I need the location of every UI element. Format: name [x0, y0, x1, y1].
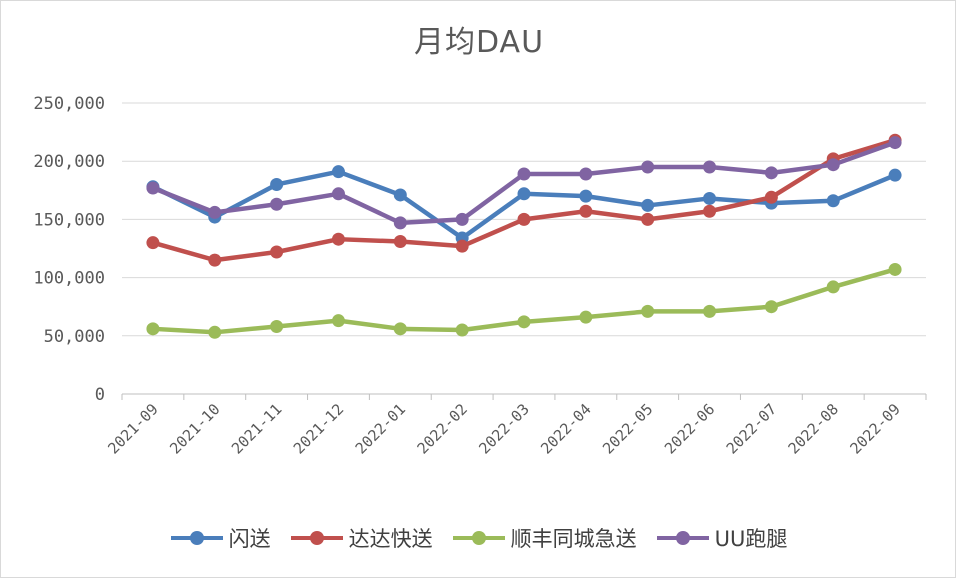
data-point [146, 181, 160, 195]
data-point [393, 322, 407, 336]
legend-swatch [170, 531, 223, 545]
data-point [517, 212, 531, 226]
data-point [331, 165, 345, 179]
data-point [764, 300, 778, 314]
x-tick-label: 2022-08 [785, 400, 842, 457]
x-tick-label: 2021-12 [290, 400, 347, 457]
data-point [764, 190, 778, 204]
y-tick-label: 150,000 [33, 210, 105, 230]
x-tick-label: 2022-04 [537, 400, 594, 457]
y-tick-label: 100,000 [33, 269, 105, 289]
data-point [517, 187, 531, 201]
data-point [208, 253, 222, 267]
data-point [703, 191, 717, 205]
x-tick-label: 2022-07 [723, 400, 780, 457]
data-point [703, 160, 717, 174]
data-point [826, 280, 840, 294]
data-point [393, 188, 407, 202]
data-point [393, 216, 407, 230]
legend-swatch [452, 531, 505, 545]
data-point [331, 232, 345, 246]
data-point [579, 204, 593, 218]
series-4 [146, 136, 902, 230]
x-tick-label: 2022-05 [599, 400, 656, 457]
data-point [393, 235, 407, 249]
data-point [270, 319, 284, 333]
x-tick-label: 2022-09 [846, 400, 903, 457]
data-point [579, 189, 593, 203]
x-tick-label: 2022-01 [352, 400, 409, 457]
legend: 闪送 达达快送 顺丰同城急送 UU跑腿 [1, 523, 956, 553]
legend-item: 顺丰同城急送 [452, 523, 637, 553]
data-point [331, 314, 345, 328]
legend-label: 顺丰同城急送 [510, 527, 637, 551]
legend-item: UU跑腿 [656, 523, 788, 553]
legend-item: 达达快送 [290, 523, 433, 553]
data-point [270, 245, 284, 259]
data-point [517, 167, 531, 181]
data-point [641, 198, 655, 212]
data-point [579, 310, 593, 324]
data-point [455, 212, 469, 226]
data-point [888, 136, 902, 150]
y-tick-label: 250,000 [33, 94, 105, 114]
legend-swatch [656, 531, 709, 545]
data-point [208, 325, 222, 339]
x-tick-label: 2021-11 [228, 400, 285, 457]
data-point [703, 304, 717, 318]
data-point [641, 212, 655, 226]
data-point [888, 168, 902, 182]
data-point [455, 239, 469, 253]
series-line [150, 140, 898, 226]
data-point [888, 262, 902, 276]
data-point [826, 194, 840, 208]
x-tick-label: 2021-10 [166, 400, 223, 457]
data-point [270, 177, 284, 191]
series-3 [146, 262, 902, 339]
data-point [517, 315, 531, 329]
y-tick-label: 200,000 [33, 152, 105, 172]
data-point [641, 304, 655, 318]
data-point [146, 322, 160, 336]
y-tick-label: 50,000 [44, 327, 105, 347]
data-point [826, 158, 840, 172]
data-point [764, 166, 778, 180]
x-tick-label: 2022-06 [661, 400, 718, 457]
data-point [270, 197, 284, 211]
x-tick-label: 2021-09 [104, 400, 161, 457]
series-layer [146, 133, 902, 339]
data-point [641, 160, 655, 174]
x-tick-label: 2022-02 [414, 400, 471, 457]
y-tick-label: 0 [95, 385, 105, 405]
data-point [331, 187, 345, 201]
legend-swatch [290, 531, 343, 545]
data-point [703, 204, 717, 218]
data-point [455, 323, 469, 337]
chart-title: 月均DAU [413, 25, 545, 60]
legend-item: 闪送 [170, 523, 271, 553]
legend-label: UU跑腿 [714, 527, 788, 551]
legend-label: 闪送 [228, 527, 271, 551]
data-point [208, 205, 222, 219]
legend-label: 达达快送 [348, 527, 433, 551]
axis-layer: 0 50,000 100,000 150,000 200,000 250,000 2021-… [33, 94, 927, 458]
data-point [579, 167, 593, 181]
data-point [146, 236, 160, 250]
x-tick-label: 2022-03 [475, 400, 532, 457]
